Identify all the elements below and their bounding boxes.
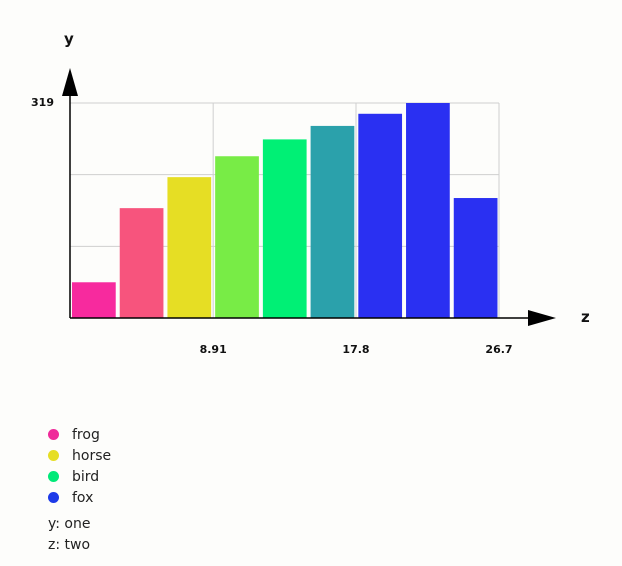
y-axis-label: y: [64, 30, 74, 48]
x-tick-labels: 8.91 17.8 26.7: [200, 343, 513, 356]
axes: [62, 68, 556, 326]
legend-dot-icon: [48, 450, 59, 461]
legend-item-horse: horse: [48, 445, 111, 466]
legend-item-fox: fox: [48, 487, 111, 508]
bar-4: [262, 139, 307, 318]
legend-label: horse: [72, 447, 112, 464]
legend-dot-icon: [48, 429, 59, 440]
axis-note-z: z: two: [48, 537, 91, 553]
y-tick-labels: 319: [31, 96, 54, 109]
bar-2: [167, 177, 212, 318]
y-axis-arrow: [62, 68, 78, 96]
bar-3: [215, 156, 259, 318]
legend-label: frog: [72, 426, 100, 443]
x-tick-label-1: 17.8: [342, 343, 369, 356]
bars-group: [72, 103, 498, 319]
legend-label: fox: [72, 489, 94, 506]
x-axis-label: z: [581, 308, 590, 326]
bar-8: [453, 198, 498, 318]
legend-item-frog: frog: [48, 424, 111, 445]
y-tick-label-0: 319: [31, 96, 54, 109]
legend: frog horse bird fox: [48, 424, 111, 508]
legend-item-bird: bird: [48, 466, 111, 487]
axis-notes: y: one z: two: [48, 514, 91, 556]
bar-7: [406, 103, 450, 318]
bar-chart: z y 8.91 17.8 26.7 319: [31, 30, 590, 356]
bar-5: [310, 125, 355, 318]
axis-note-y: y: one: [48, 516, 91, 532]
legend-dot-icon: [48, 492, 59, 503]
x-tick-label-2: 26.7: [485, 343, 512, 356]
x-axis-arrow: [528, 310, 556, 326]
x-tick-label-0: 8.91: [200, 343, 227, 356]
legend-dot-icon: [48, 471, 59, 482]
bar-0: [72, 282, 116, 318]
bar-6: [358, 113, 403, 319]
legend-label: bird: [72, 468, 100, 485]
bar-1: [119, 208, 164, 318]
